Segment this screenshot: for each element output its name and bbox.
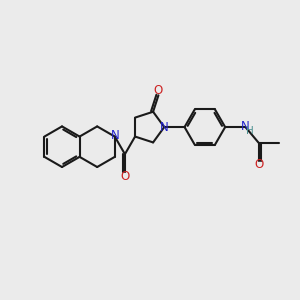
Text: O: O — [254, 158, 263, 172]
Text: O: O — [120, 170, 130, 183]
Text: H: H — [246, 126, 254, 136]
Text: N: N — [160, 121, 169, 134]
Text: N: N — [241, 120, 250, 133]
Text: N: N — [111, 129, 119, 142]
Text: O: O — [154, 84, 163, 97]
